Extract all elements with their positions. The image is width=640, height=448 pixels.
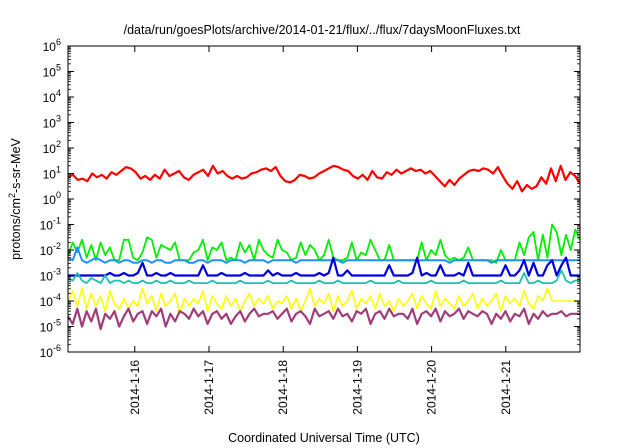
y-tick-label: 10-5 (40, 318, 61, 335)
y-axis-label-suffix: -s-sr-MeV (9, 137, 23, 193)
y-axis: 106 105 104 103 102 101 100 10-1 10-2 10-3 10-4 10-… (40, 37, 580, 360)
x-tick-label: 2014-1-17 (202, 360, 216, 415)
x-tick-label: 2014-1-20 (425, 360, 439, 415)
y-tick-label: 101 (43, 165, 61, 182)
y-axis-label: protons/cm2-s-sr-MeV (7, 137, 23, 259)
x-tick-label: 2014-1-16 (128, 360, 142, 415)
series-line-4 (68, 256, 580, 277)
series-line-1 (67, 164, 581, 193)
series-line-7 (67, 307, 580, 331)
y-tick-label: 104 (43, 88, 61, 105)
series-line-2 (67, 223, 581, 264)
y-tick-label: 102 (43, 139, 61, 156)
chart-title: /data/run/goesPlots/archive/2014-01-21/f… (124, 23, 521, 37)
series-line-3 (67, 246, 580, 264)
y-tick-label: 10-1 (40, 216, 61, 233)
series-line-5 (67, 269, 580, 285)
y-tick-label: 10-3 (40, 267, 61, 284)
y-tick-label: 103 (43, 114, 61, 131)
y-axis-label-sup: 2 (7, 193, 17, 198)
y-tick-label: 100 (43, 190, 61, 207)
x-axis-label: Coordinated Universal Time (UTC) (228, 431, 420, 445)
y-tick-label: 105 (43, 63, 61, 80)
y-tick-label: 10-6 (40, 343, 61, 360)
y-tick-label: 10-4 (40, 292, 61, 309)
x-axis: 2014-1-16 2014-1-17 2014-1-18 2014-1-19 2014… (128, 46, 513, 415)
y-axis-label-prefix: protons/cm (9, 198, 23, 260)
x-tick-label: 2014-1-19 (350, 360, 364, 415)
x-tick-label: 2014-1-18 (276, 360, 290, 415)
x-tick-label: 2014-1-21 (499, 360, 513, 415)
y-tick-label: 106 (43, 37, 61, 54)
series-layer (67, 164, 581, 331)
y-tick-label: 10-2 (40, 241, 61, 258)
series-line-6 (67, 287, 580, 315)
